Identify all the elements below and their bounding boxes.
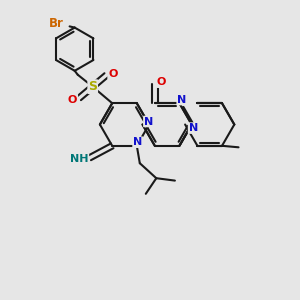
- Text: N: N: [189, 123, 198, 133]
- Text: O: O: [157, 77, 166, 87]
- Text: NH: NH: [70, 154, 88, 164]
- Text: O: O: [108, 69, 118, 79]
- Text: Br: Br: [49, 17, 64, 31]
- Text: S: S: [88, 80, 97, 93]
- Text: N: N: [133, 137, 142, 147]
- Text: N: N: [177, 94, 186, 105]
- Text: O: O: [68, 94, 77, 105]
- Text: N: N: [144, 116, 153, 127]
